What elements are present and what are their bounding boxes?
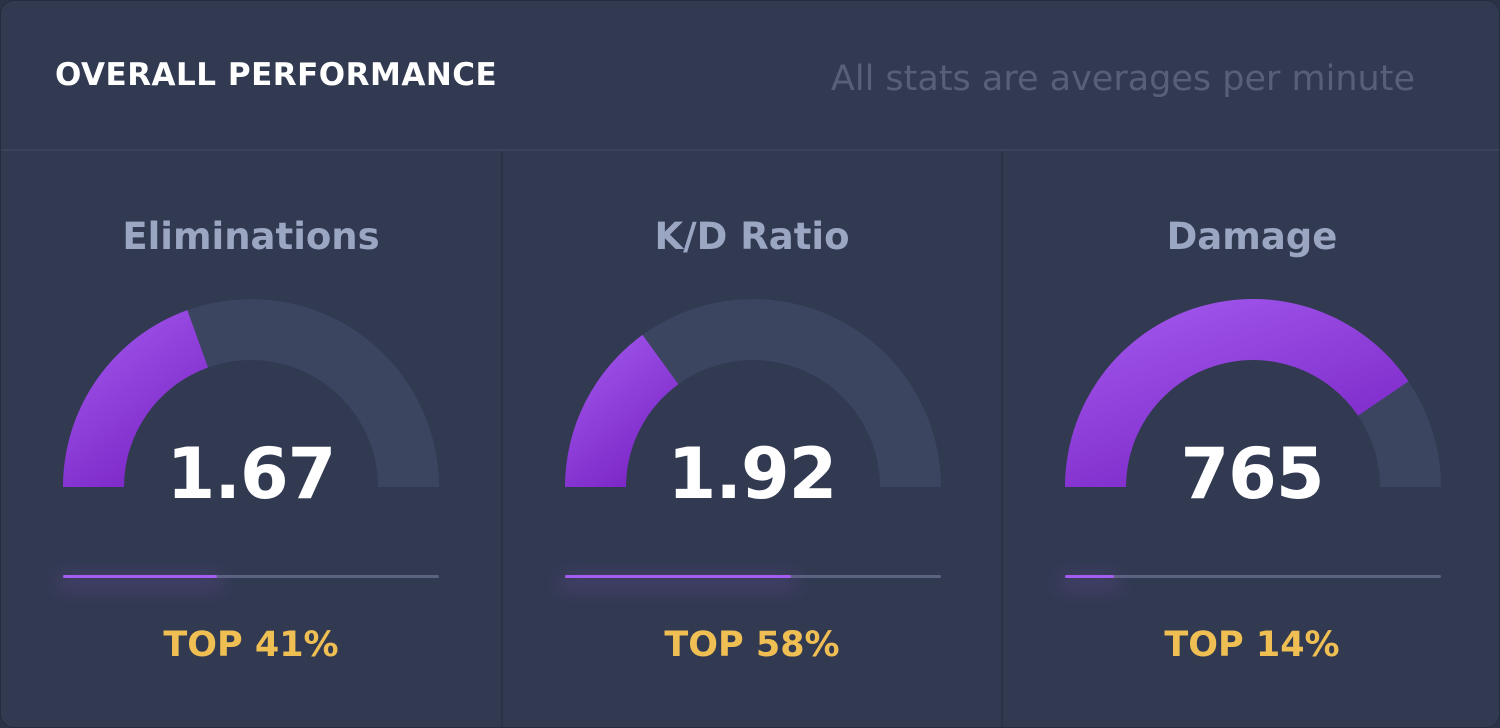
stat-label: Damage bbox=[1166, 215, 1338, 258]
stat-value: 1.67 bbox=[166, 433, 337, 515]
gauge-fill bbox=[1065, 299, 1409, 487]
percentile-bar-fill bbox=[63, 575, 218, 578]
gauge-kd-ratio bbox=[565, 299, 941, 487]
gauge-fill bbox=[63, 310, 208, 487]
card-header: OVERALL PERFORMANCE All stats are averag… bbox=[1, 1, 1499, 151]
percentile-bar-fill bbox=[1065, 575, 1114, 578]
gauge-track bbox=[565, 299, 941, 487]
gauge-fill bbox=[565, 334, 679, 487]
percentile-bar-fill bbox=[565, 575, 791, 578]
gauge-eliminations bbox=[63, 299, 439, 487]
gauge-damage bbox=[1065, 299, 1441, 487]
stat-label: K/D Ratio bbox=[654, 215, 850, 258]
percentile-bar-track bbox=[565, 575, 941, 578]
percentile-bar-track bbox=[1065, 575, 1441, 578]
percentile-bar-track bbox=[63, 575, 439, 578]
stat-eliminations: Eliminations 1.67 TOP 41% bbox=[1, 151, 501, 727]
stat-label: Eliminations bbox=[122, 215, 380, 258]
card-title: OVERALL PERFORMANCE bbox=[55, 57, 498, 93]
card-subtitle: All stats are averages per minute bbox=[830, 59, 1415, 99]
percentile-rank: TOP 14% bbox=[1164, 625, 1340, 665]
stat-damage: Damage 765 TOP 14% bbox=[1001, 151, 1499, 727]
stat-kd-ratio: K/D Ratio 1.92 TOP 58% bbox=[501, 151, 1001, 727]
stat-value: 1.92 bbox=[667, 433, 838, 515]
percentile-rank: TOP 58% bbox=[664, 625, 840, 665]
stat-value: 765 bbox=[1180, 433, 1324, 515]
percentile-rank: TOP 41% bbox=[163, 625, 339, 665]
